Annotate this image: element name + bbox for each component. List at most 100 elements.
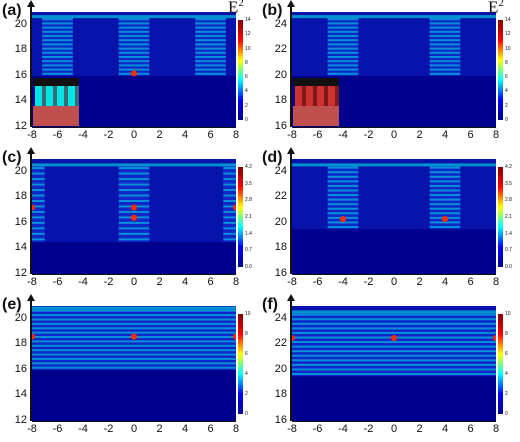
x-tick-label: -6 <box>312 423 323 435</box>
colorbar-title-sup: 2 <box>498 0 504 9</box>
x-tick-label: -2 <box>363 423 374 435</box>
colorbar-tick: 4 <box>505 88 508 95</box>
y-tick-label: 16 <box>14 362 27 375</box>
interference-fringe <box>42 47 73 50</box>
interference-fringe <box>118 55 150 58</box>
x-tick-label: -8 <box>287 276 297 288</box>
colorbar-tick: 0.0 <box>505 264 512 270</box>
x-tick-label: -8 <box>287 423 297 435</box>
interference-fringe <box>429 55 461 58</box>
interference-fringe <box>327 175 359 178</box>
y-tick-label: 16 <box>274 414 287 426</box>
interference-fringe <box>118 18 150 21</box>
interference-fringe <box>118 64 150 67</box>
schematic-gap <box>42 86 46 106</box>
interference-fringe <box>118 30 150 33</box>
interference-fringe <box>32 216 45 219</box>
hot-spot <box>233 204 236 211</box>
x-tick-label: -8 <box>27 276 37 288</box>
x-tick-label: 4 <box>441 129 449 141</box>
interference-fringe <box>118 39 150 42</box>
interference-fringe <box>32 194 45 197</box>
colorbar-tick: 10 <box>505 311 511 317</box>
grating-schematic <box>33 78 79 126</box>
colorbar <box>238 20 243 120</box>
schematic-pillar <box>317 86 324 106</box>
interference-fringe <box>32 189 45 192</box>
y-tick-label: 12 <box>14 267 27 279</box>
interference-fringe <box>292 359 496 362</box>
schematic-top-layer <box>33 78 79 86</box>
colorbar-tick: 0 <box>505 411 508 417</box>
y-tick-label: 20 <box>14 17 27 30</box>
field-band <box>42 17 73 76</box>
x-tick-label: 0 <box>390 423 398 435</box>
interference-fringe <box>429 22 461 25</box>
interference-fringe <box>429 26 461 29</box>
y-axis <box>30 298 32 421</box>
colorbar-tick: 6 <box>505 351 508 357</box>
grating-schematic <box>293 78 339 126</box>
colorbar <box>498 314 503 414</box>
x-tick-label: 8 <box>492 423 500 435</box>
heatmap-svg <box>292 159 496 274</box>
colorbar-tick: 8 <box>505 59 508 66</box>
x-tick-label: -4 <box>338 276 348 288</box>
interference-fringe <box>32 309 236 312</box>
interference-fringe <box>327 30 359 33</box>
colorbar-tick: 2.8 <box>245 197 252 204</box>
interference-fringe <box>429 166 461 169</box>
interference-fringe <box>195 35 226 38</box>
surface-line <box>32 15 236 19</box>
interference-fringe <box>195 72 226 75</box>
schematic-substrate <box>293 106 339 126</box>
x-axis <box>32 127 236 128</box>
interference-fringe <box>32 205 45 208</box>
x-tick-label: 2 <box>156 423 163 435</box>
hot-spot <box>131 204 137 211</box>
colorbar-tick: 2 <box>505 391 508 397</box>
interference-fringe <box>42 22 73 25</box>
colorbar-tick: 2.1 <box>505 214 512 220</box>
y-axis <box>290 151 292 274</box>
x-tick-label: 6 <box>467 423 474 435</box>
y-tick-label: 16 <box>14 215 27 228</box>
heatmap-svg <box>32 12 236 127</box>
heatmap-area <box>32 306 236 421</box>
x-tick-label: 8 <box>232 423 240 435</box>
colorbar-tick: 0.0 <box>245 264 252 270</box>
interference-fringe <box>32 322 236 325</box>
schematic-gap <box>335 86 339 106</box>
colorbar-tick: 6 <box>245 74 248 81</box>
x-tick-label: -6 <box>52 276 63 288</box>
interference-fringe <box>42 55 73 58</box>
x-tick-label: -2 <box>103 423 114 435</box>
hot-spot <box>131 214 137 221</box>
interference-fringe <box>32 344 236 347</box>
colorbar-tick: 4 <box>245 88 248 95</box>
y-tick-label: 20 <box>14 311 27 324</box>
schematic-pillar <box>57 86 64 106</box>
interference-fringe <box>42 39 73 42</box>
chart-panel: (e) 20 18 16 14 12 -8 -6 -4 -2 0 2 4 6 8 10 8 6 4 2 0 <box>0 294 260 441</box>
y-axis <box>290 4 292 127</box>
interference-fringe <box>118 189 150 192</box>
interference-fringe <box>223 216 236 219</box>
panel-label: (e) <box>2 296 22 313</box>
chart-panel: (a) 20 18 16 14 12 -8 -6 -4 -2 0 2 4 6 8 14 12 10 8 6 4 2 0 E2 <box>0 0 260 147</box>
y-tick-label: 24 <box>274 164 287 177</box>
interference-fringe <box>118 172 150 175</box>
interference-fringe <box>327 212 359 215</box>
y-tick-label: 22 <box>274 190 287 203</box>
schematic-gap <box>302 86 306 106</box>
y-axis-arrow <box>287 0 295 7</box>
x-tick-label: -4 <box>338 423 348 435</box>
heatmap-area <box>32 159 236 274</box>
heatmap-area <box>292 306 496 421</box>
x-tick-label: 2 <box>416 276 423 288</box>
x-tick-label: -8 <box>27 423 37 435</box>
colorbar <box>238 314 243 414</box>
schematic-pillar <box>46 86 53 106</box>
interference-fringe <box>327 39 359 42</box>
interference-fringe <box>195 30 226 33</box>
